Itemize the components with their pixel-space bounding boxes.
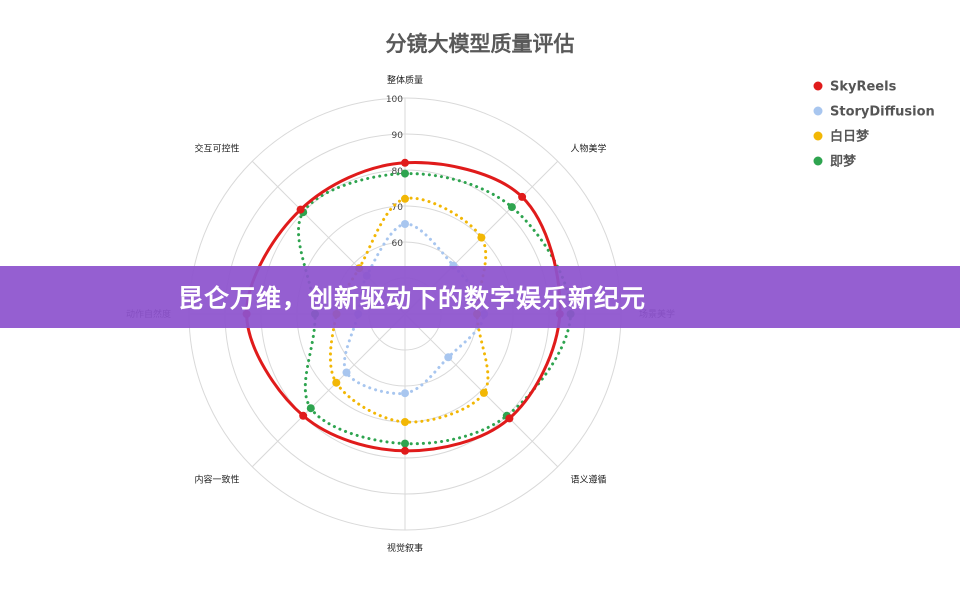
data-point — [518, 192, 527, 201]
tick-label: 90 — [392, 131, 404, 141]
axis-label: 视觉叙事 — [387, 542, 423, 554]
data-point — [505, 414, 514, 423]
chart-title: 分镜大模型质量评估 — [386, 32, 575, 56]
data-point — [332, 378, 341, 387]
legend-item[interactable]: StoryDiffusion — [813, 105, 935, 120]
axis-label: 人物美学 — [571, 143, 607, 155]
legend-item[interactable]: 白日梦 — [813, 129, 871, 145]
legend-marker — [813, 156, 823, 166]
data-point — [401, 220, 409, 228]
data-point — [401, 389, 409, 398]
data-point — [477, 233, 486, 242]
data-point — [401, 169, 409, 178]
legend-marker — [813, 81, 823, 91]
legend-label: 即梦 — [830, 154, 857, 170]
legend-label: 白日梦 — [830, 129, 870, 145]
data-point — [401, 439, 409, 448]
legend-item[interactable]: 即梦 — [813, 154, 858, 170]
legend-marker — [813, 106, 823, 116]
data-point — [342, 368, 351, 377]
data-point — [401, 418, 409, 426]
data-point — [444, 353, 453, 362]
tick-label: 80 — [392, 167, 404, 177]
grid-spoke — [251, 313, 406, 468]
legend-item[interactable]: SkyReels — [813, 80, 897, 95]
data-point — [507, 203, 516, 212]
headline-banner: 昆仑万维，创新驱动下的数字娱乐新纪元 — [0, 266, 960, 328]
axis-label: 内容一致性 — [194, 474, 239, 486]
axis-label: 交互可控性 — [194, 143, 239, 155]
data-point — [479, 388, 488, 397]
axis-label: 语义遵循 — [571, 474, 607, 486]
legend-label: SkyReels — [830, 80, 897, 95]
data-point — [296, 205, 305, 214]
legend-marker — [813, 131, 823, 141]
banner-text: 昆仑万维，创新驱动下的数字娱乐新纪元 — [178, 284, 647, 313]
axis-label: 整体质量 — [387, 74, 423, 86]
tick-labels: 60 70 80 90 100 — [386, 95, 403, 249]
tick-label: 60 — [392, 239, 404, 249]
data-point — [306, 404, 315, 413]
data-point — [299, 411, 308, 420]
tick-label: 100 — [386, 95, 403, 105]
tick-label: 70 — [392, 203, 404, 213]
legend-label: StoryDiffusion — [830, 105, 935, 120]
data-point — [401, 194, 409, 203]
data-point — [401, 158, 409, 167]
data-point — [401, 446, 409, 455]
